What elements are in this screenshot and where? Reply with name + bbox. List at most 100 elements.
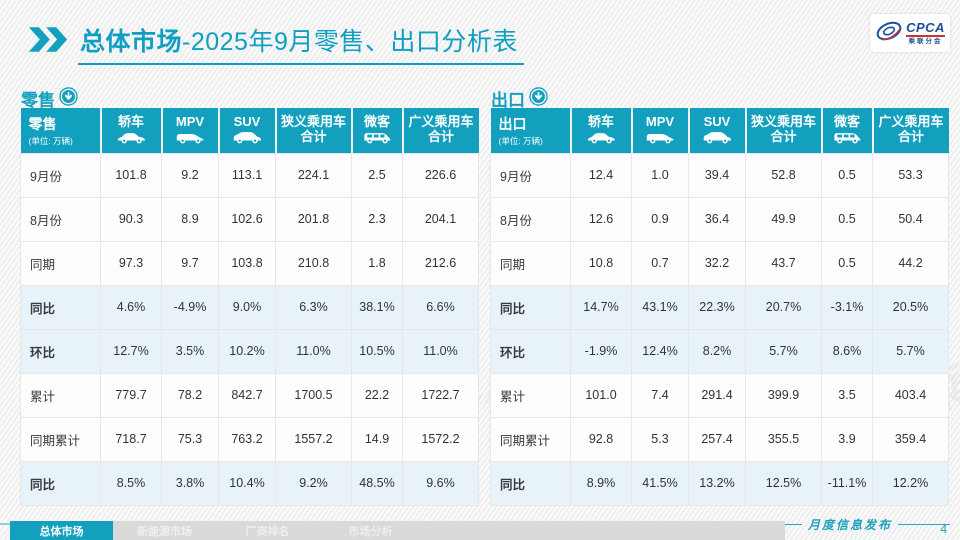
table-cell: 32.2: [688, 240, 746, 286]
table-row: 同比 8.5% 3.8% 10.4% 9.2% 48.5% 9.6%: [20, 460, 479, 506]
table-cell: 97.3: [100, 240, 162, 286]
table-cell: 8.9: [161, 196, 219, 242]
table-cell: 1.8: [351, 240, 403, 286]
table-cell: 224.1: [275, 152, 352, 198]
table-row: 8月份 12.6 0.9 36.4 49.9 0.5 50.4: [490, 196, 949, 242]
retail-table-container: 零售 (单位: 万辆) 轿车 MPV SUV 狭义乘用车 合计 微客 广义乘用车 合计 9月份 101…: [20, 108, 479, 506]
table-cell: 103.8: [218, 240, 276, 286]
table-cell: 3.9: [821, 416, 873, 462]
table-cell: 0.5: [821, 152, 873, 198]
table-cell: 113.1: [218, 152, 276, 198]
row-label: 9月份: [490, 152, 571, 198]
row-label: 累计: [490, 372, 571, 418]
table-cell: 6.3%: [275, 284, 352, 330]
table-cell: -3.1%: [821, 284, 873, 330]
export-section-label: 出口: [491, 86, 548, 111]
table-cell: 226.6: [402, 152, 479, 198]
table-cell: 1.0: [631, 152, 689, 198]
retail-section-label: 零售: [21, 86, 78, 111]
table-cell: 5.3: [631, 416, 689, 462]
sedan-icon: [572, 131, 631, 145]
table-cell: 355.5: [745, 416, 822, 462]
table-cell: 13.2%: [688, 460, 746, 506]
table-cell: 48.5%: [351, 460, 403, 506]
table-cell: 1700.5: [275, 372, 352, 418]
table-cell: 78.2: [161, 372, 219, 418]
table-cell: 8.9%: [570, 460, 632, 506]
table-row: 9月份 101.8 9.2 113.1 224.1 2.5 226.6: [20, 152, 479, 198]
table-cell: 0.9: [631, 196, 689, 242]
table-row: 同比 8.9% 41.5% 13.2% 12.5% -11.1% 12.2%: [490, 460, 949, 506]
table-cell: 11.0%: [402, 328, 479, 374]
table-cell: 92.8: [570, 416, 632, 462]
table-cell: 9.7: [161, 240, 219, 286]
table-cell: 102.6: [218, 196, 276, 242]
table-cell: -1.9%: [570, 328, 632, 374]
table-cell: 1572.2: [402, 416, 479, 462]
column-header-suv: SUV: [218, 108, 277, 153]
table-cell: 257.4: [688, 416, 746, 462]
table-row: 累计 101.0 7.4 291.4 399.9 3.5 403.4: [490, 372, 949, 418]
table-cell: 14.7%: [570, 284, 632, 330]
table-cell: 9.2%: [275, 460, 352, 506]
column-header-suv: SUV: [688, 108, 747, 153]
footer-rule-dash: [898, 523, 950, 525]
table-row: 同期 97.3 9.7 103.8 210.8 1.8 212.6: [20, 240, 479, 286]
row-label: 环比: [490, 328, 571, 374]
page-title-bold: 总体市场: [80, 28, 183, 56]
table-cell: 10.8: [570, 240, 632, 286]
table-cell: 36.4: [688, 196, 746, 242]
table-cell: 39.4: [688, 152, 746, 198]
circle-down-arrow-icon: [529, 86, 548, 111]
table-cell: 3.5%: [161, 328, 219, 374]
suv-icon: [220, 131, 275, 145]
table-cell: 50.4: [872, 196, 949, 242]
publish-label: 月度信息发布: [807, 517, 892, 532]
table-cell: 10.4%: [218, 460, 276, 506]
footer-tab-新能源市场[interactable]: 新能源市场: [137, 525, 192, 538]
table-cell: 22.2: [351, 372, 403, 418]
suv-icon: [690, 131, 745, 145]
table-row: 同比 4.6% -4.9% 9.0% 6.3% 38.1% 6.6%: [20, 284, 479, 330]
footer-tab-bar: 总体市场 新能源市场 厂商排名 市场分析: [10, 521, 785, 540]
retail-corner-header: 零售 (单位: 万辆): [20, 108, 102, 153]
column-header-sedan: 轿车: [570, 108, 633, 153]
footer-tab-市场分析[interactable]: 市场分析: [348, 525, 393, 538]
table-cell: 1557.2: [275, 416, 352, 462]
export-corner-header: 出口 (单位: 万辆): [490, 108, 572, 153]
export-table: 出口 (单位: 万辆) 轿车 MPV SUV 狭义乘用车 合计 微客 广义乘用车 合计 9月份 12.…: [490, 108, 949, 506]
table-row: 累计 779.7 78.2 842.7 1700.5 22.2 1722.7: [20, 372, 479, 418]
table-row: 同期累计 718.7 75.3 763.2 1557.2 14.9 1572.2: [20, 416, 479, 462]
table-row: 9月份 12.4 1.0 39.4 52.8 0.5 53.3: [490, 152, 949, 198]
table-cell: 2.3: [351, 196, 403, 242]
mpv-icon: [633, 131, 688, 145]
cpca-emblem-icon: [875, 18, 903, 49]
table-cell: 11.0%: [275, 328, 352, 374]
row-label: 同比: [20, 284, 101, 330]
table-cell: 359.4: [872, 416, 949, 462]
table-cell: 403.4: [872, 372, 949, 418]
table-cell: 8.5%: [100, 460, 162, 506]
header-row: 零售 (单位: 万辆) 轿车 MPV SUV 狭义乘用车 合计 微客 广义乘用车 合计: [20, 108, 479, 153]
table-cell: 41.5%: [631, 460, 689, 506]
column-header-narrow-pv-total: 狭义乘用车 合计: [745, 108, 823, 153]
table-cell: 8.6%: [821, 328, 873, 374]
table-row: 同期累计 92.8 5.3 257.4 355.5 3.9 359.4: [490, 416, 949, 462]
logo-cpca-text: CPCA: [906, 19, 945, 37]
row-label: 同期: [20, 240, 101, 286]
table-cell: 43.1%: [631, 284, 689, 330]
footer-tab-厂商排名[interactable]: 厂商排名: [245, 525, 290, 538]
table-cell: 842.7: [218, 372, 276, 418]
footer-tab-总体市场[interactable]: 总体市场: [10, 521, 113, 540]
row-label: 环比: [20, 328, 101, 374]
row-label: 同比: [490, 284, 571, 330]
table-cell: 14.9: [351, 416, 403, 462]
table-cell: 9.2: [161, 152, 219, 198]
table-cell: 12.2%: [872, 460, 949, 506]
table-cell: 22.3%: [688, 284, 746, 330]
table-cell: 399.9: [745, 372, 822, 418]
table-cell: 20.5%: [872, 284, 949, 330]
table-cell: 52.8: [745, 152, 822, 198]
table-cell: 38.1%: [351, 284, 403, 330]
mpv-icon: [163, 131, 218, 145]
